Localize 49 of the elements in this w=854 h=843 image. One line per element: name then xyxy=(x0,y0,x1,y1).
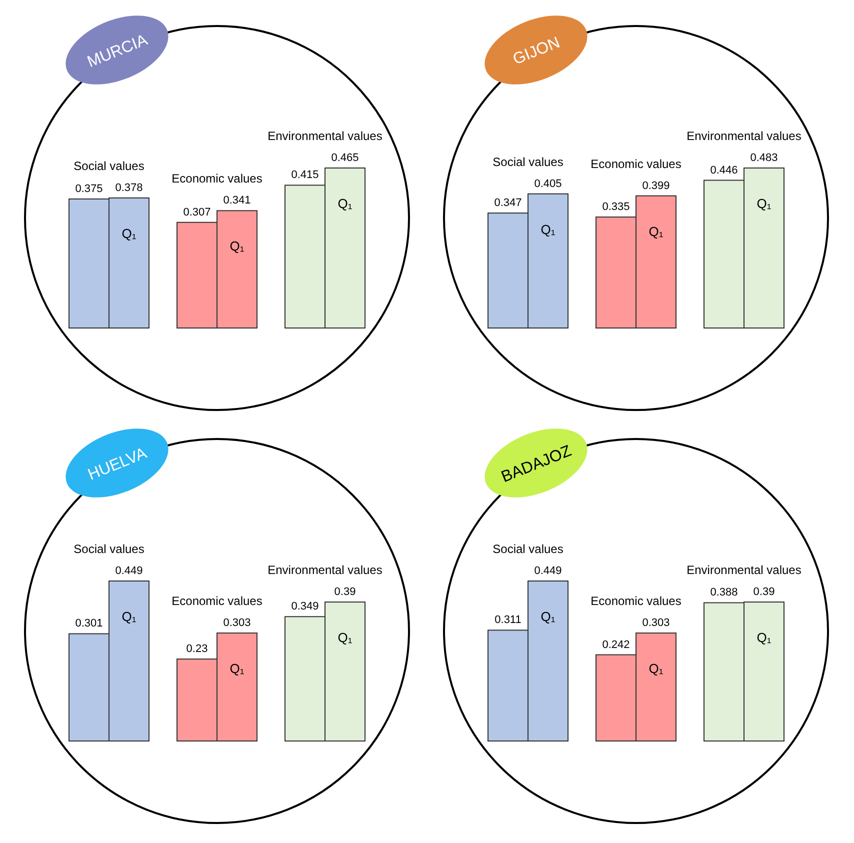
x-tick-label: Environmental values xyxy=(268,563,382,578)
x-tick-label: Social values xyxy=(492,542,564,556)
x-tick-label: Economic values xyxy=(590,156,682,171)
data-label: 0.311 xyxy=(494,614,522,626)
data-label: 0.341 xyxy=(223,194,251,207)
chart-title: GIJON xyxy=(510,34,562,68)
text: Q₁ xyxy=(338,196,352,211)
x-tick-label: Social values xyxy=(74,542,144,556)
data-label: 0.405 xyxy=(534,178,562,190)
text: Q₁ xyxy=(756,630,772,646)
data-label: 0.415 xyxy=(291,169,319,182)
data-label: 0.347 xyxy=(494,197,522,210)
series-label: Q₁ xyxy=(122,609,137,624)
x-tick-label: Social values xyxy=(74,158,144,173)
data-label: 0.303 xyxy=(223,617,251,630)
data-label: 0.449 xyxy=(534,565,562,577)
x-tick-label: Economic values xyxy=(590,594,682,608)
x-tick-label: Environmental values xyxy=(686,129,802,143)
text: Q₁ xyxy=(230,238,244,254)
text: Q₁ xyxy=(648,224,664,239)
data-label: 0.242 xyxy=(602,638,630,651)
data-label: 0.307 xyxy=(183,206,211,218)
series-label: Q₁ xyxy=(540,609,556,624)
x-tick-label: Environmental values xyxy=(686,563,802,578)
data-label: 0.303 xyxy=(642,617,670,630)
data-label: 0.483 xyxy=(750,152,778,164)
text: Q₁ xyxy=(648,661,664,676)
data-label: 0.378 xyxy=(115,182,143,194)
data-label: 0.375 xyxy=(75,182,103,195)
data-label: 0.301 xyxy=(75,618,103,630)
text: Q₁ xyxy=(338,630,352,646)
series-label: Q₁ xyxy=(540,222,556,237)
x-tick-label: Economic values xyxy=(172,172,262,186)
data-label: 0.446 xyxy=(710,164,738,176)
text: Q₁ xyxy=(756,196,772,211)
data-label: 0.23 xyxy=(186,643,208,656)
text: Q₁ xyxy=(230,661,244,676)
data-label: 0.335 xyxy=(602,201,630,214)
data-label: 0.39 xyxy=(334,586,356,598)
data-label: 0.39 xyxy=(753,586,775,598)
x-tick-label: Environmental values xyxy=(268,129,382,143)
data-label: 0.349 xyxy=(291,600,319,613)
x-tick-label: Social values xyxy=(492,154,564,169)
series-label: Q₁ xyxy=(122,226,137,241)
data-label: 0.465 xyxy=(331,152,359,164)
data-label: 0.449 xyxy=(115,565,143,577)
data-label: 0.388 xyxy=(710,586,738,599)
x-tick-label: Economic values xyxy=(172,594,262,608)
data-label: 0.399 xyxy=(642,180,670,192)
